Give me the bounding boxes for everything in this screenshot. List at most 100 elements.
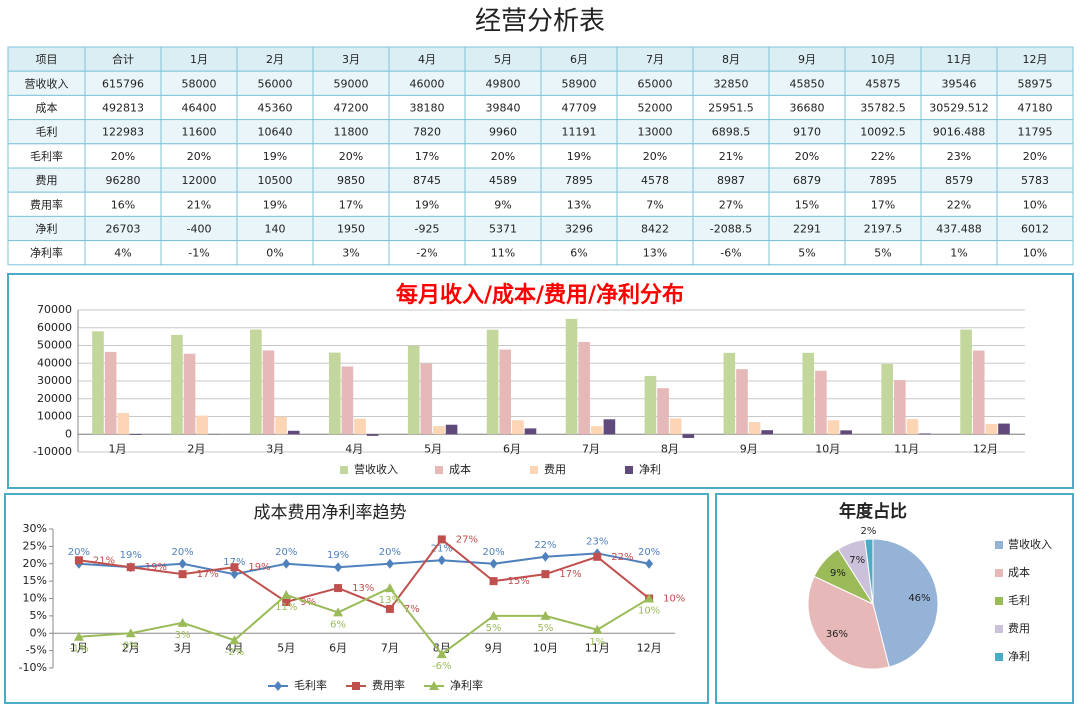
table-text: 19%: [263, 150, 287, 163]
bar: [578, 341, 590, 435]
table-text: 3296: [565, 223, 593, 236]
data-label: 36%: [826, 629, 848, 640]
legend-swatch: [995, 625, 1003, 633]
bar: [906, 419, 919, 435]
legend-label: 毛利: [1008, 594, 1030, 607]
data-label: 7%: [849, 555, 865, 566]
table-cell: [312, 167, 390, 193]
table-text: 10500: [258, 174, 293, 187]
table-cell: [7, 191, 86, 217]
bar: [590, 426, 603, 435]
table-text: 5%: [798, 247, 815, 260]
marker: [282, 597, 291, 606]
marker: [645, 558, 654, 569]
table-text: 26703: [106, 223, 141, 236]
bar: [802, 352, 815, 435]
x-tick-label: 5月: [277, 641, 295, 654]
legend-swatch: [530, 466, 538, 474]
bar: [196, 415, 209, 435]
table-text: 13000: [638, 126, 673, 139]
table-cell: [540, 119, 618, 145]
marker: [429, 681, 439, 690]
y-tick-label: 60000: [37, 321, 72, 334]
bar: [275, 416, 287, 435]
table-text: 10%: [1023, 198, 1047, 211]
table-cell: [692, 70, 770, 96]
data-label: 20%: [638, 547, 660, 558]
table-cell: [236, 240, 314, 266]
table-header: 12月: [1023, 53, 1048, 66]
table-cell: [768, 119, 846, 145]
y-tick-label: 5%: [30, 609, 47, 622]
bar: [972, 350, 985, 435]
line: [78, 586, 650, 656]
table-cell: [996, 167, 1074, 193]
table-header: 合计: [112, 52, 134, 66]
table-text: 成本: [36, 101, 58, 115]
x-tick-label: 5月: [424, 442, 442, 455]
y-tick-label: -5%: [26, 644, 47, 657]
marker: [125, 628, 136, 638]
table-header: 6月: [570, 53, 588, 66]
table-cell: [312, 191, 390, 217]
table-cell: [7, 70, 86, 96]
table-cell: [7, 143, 86, 169]
table-text: -6%: [720, 247, 741, 260]
bar: [104, 351, 117, 435]
table-text: 8579: [945, 174, 973, 187]
bar: [603, 419, 616, 435]
table-text: 净利率: [30, 246, 63, 260]
marker: [178, 558, 187, 569]
table-text: 492813: [102, 102, 144, 115]
bar: [171, 334, 183, 435]
table-text: 59000: [334, 77, 369, 90]
x-tick-label: 1月: [70, 641, 88, 654]
data-label: 13%: [379, 595, 401, 606]
bar: [827, 420, 840, 435]
table-cell: [996, 46, 1074, 72]
bar: [682, 434, 695, 438]
data-label: -6%: [432, 661, 451, 672]
y-tick-label: 30000: [37, 374, 72, 387]
table-text: 96280: [106, 174, 141, 187]
legend-swatch: [625, 466, 633, 474]
table-text: 17%: [415, 150, 439, 163]
table-cell: [920, 191, 998, 217]
legend-label: 费用: [1008, 622, 1030, 635]
table-text: 8987: [717, 174, 745, 187]
table-text: 4578: [641, 174, 669, 187]
table-cell: [312, 240, 390, 266]
table-text: 11800: [334, 126, 369, 139]
marker: [437, 555, 446, 566]
table-text: 25951.5: [708, 102, 754, 115]
table-text: 11%: [491, 247, 515, 260]
table-cell: [160, 70, 238, 96]
bar: [366, 434, 379, 436]
data-label: 2%: [860, 526, 876, 537]
table-text: 38180: [410, 102, 445, 115]
bar: [998, 423, 1010, 435]
table-text: 10092.5: [860, 126, 906, 139]
line: [78, 552, 650, 576]
table-text: 21%: [187, 198, 211, 211]
bar: [960, 329, 972, 435]
table-text: 净利: [36, 222, 58, 236]
table-cell: [312, 143, 390, 169]
marker: [541, 570, 550, 579]
x-tick-label: 2月: [187, 442, 205, 455]
table-header: 4月: [418, 53, 436, 66]
legend-swatch: [995, 653, 1003, 661]
table-cell: [160, 94, 238, 121]
y-tick-label: 10%: [23, 592, 47, 605]
table-text: 5371: [489, 223, 517, 236]
table-text: 47709: [562, 102, 597, 115]
marker: [282, 558, 291, 569]
y-tick-label: 40000: [37, 356, 72, 369]
bar: [669, 418, 682, 435]
marker: [437, 535, 446, 544]
bar: [657, 388, 669, 435]
table-cell: [692, 191, 770, 217]
table-text: 4%: [114, 247, 131, 260]
data-label: -2%: [225, 647, 244, 658]
